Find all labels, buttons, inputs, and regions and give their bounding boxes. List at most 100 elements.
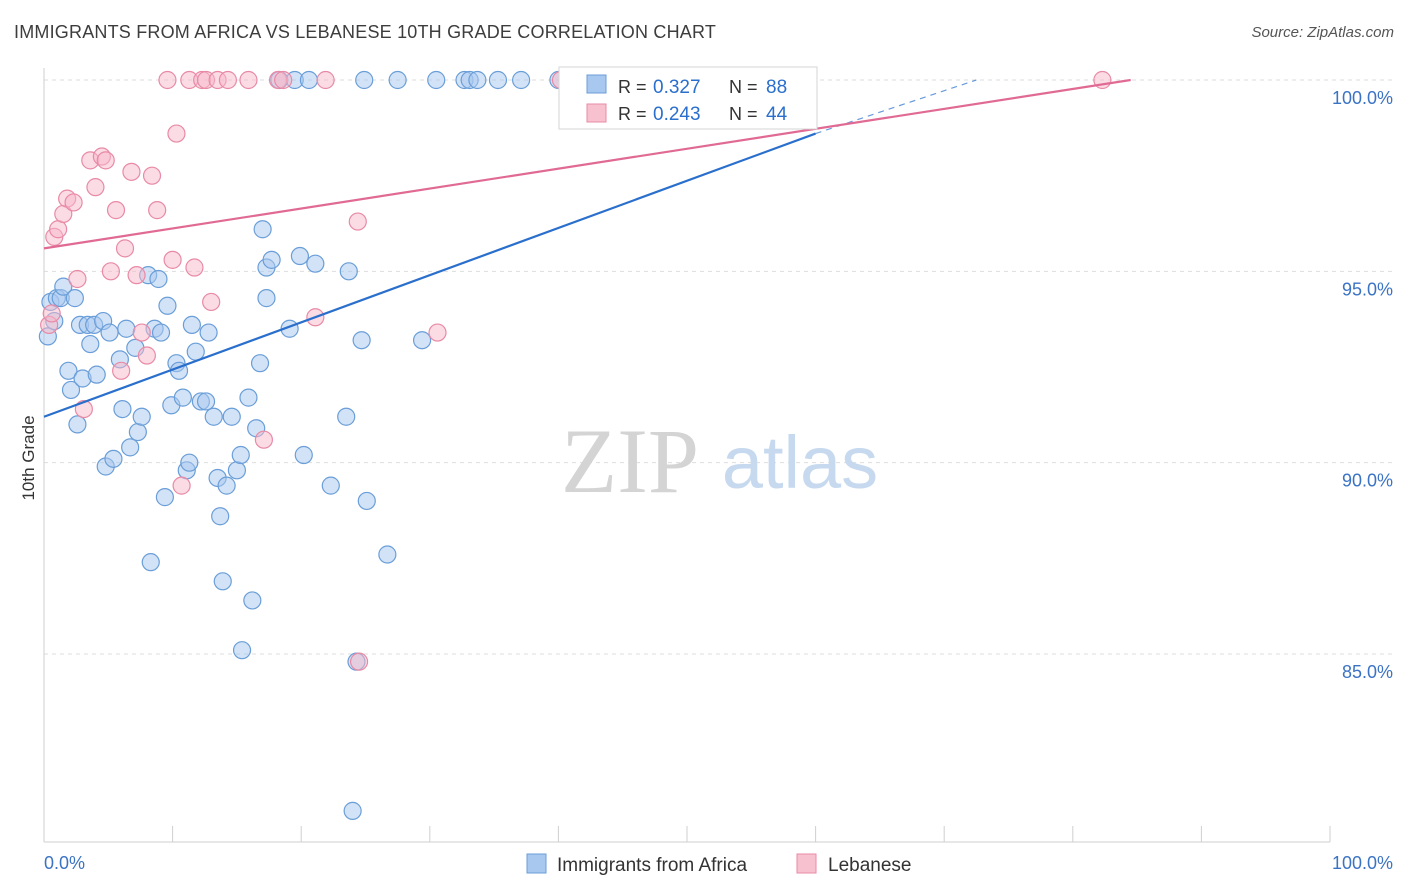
y-tick-label: 95.0% (1342, 279, 1393, 299)
data-point-immigrants-from-africa (149, 269, 168, 289)
data-point-immigrants-from-africa (253, 220, 272, 239)
watermark-atlas: atlas (722, 421, 878, 504)
data-point-lebanese (68, 269, 87, 289)
data-point-immigrants-from-africa (357, 491, 376, 511)
y-axis-label: 10th Grade (19, 415, 38, 500)
data-point-immigrants-from-africa (196, 392, 216, 411)
data-point-immigrants-from-africa (87, 365, 106, 384)
stats-n-value-pink: 44 (766, 104, 788, 125)
stats-n-value-blue: 88 (766, 77, 787, 98)
data-point-immigrants-from-africa (186, 342, 205, 361)
data-point-lebanese (96, 151, 115, 170)
data-point-immigrants-from-africa (65, 289, 84, 308)
data-point-immigrants-from-africa (512, 70, 531, 90)
data-point-lebanese (163, 250, 182, 269)
data-point-immigrants-from-africa (262, 250, 281, 269)
data-point-lebanese (122, 162, 141, 181)
data-point-lebanese (137, 346, 156, 365)
data-point-immigrants-from-africa (321, 476, 340, 495)
data-point-immigrants-from-africa (299, 70, 319, 90)
stats-r-value-pink: 0.243 (653, 104, 701, 125)
data-point-lebanese (172, 476, 191, 495)
data-point-lebanese (167, 124, 186, 143)
data-point-lebanese (64, 193, 83, 212)
data-point-lebanese (142, 166, 162, 185)
data-point-immigrants-from-africa (151, 323, 171, 342)
data-point-immigrants-from-africa (211, 507, 230, 526)
data-point-immigrants-from-africa (412, 331, 432, 350)
data-point-lebanese (106, 201, 126, 220)
y-tick-labels: 100.0% 95.0% 90.0% 85.0% (1332, 88, 1393, 682)
stats-legend: R = 0.327 N = 88 R = 0.243 N = 44 (558, 66, 818, 130)
data-point-immigrants-from-africa (199, 323, 218, 342)
data-point-lebanese (202, 292, 221, 312)
data-point-lebanese (349, 652, 369, 671)
data-point-lebanese (42, 304, 61, 323)
legend-swatch-immigrants-from-africa (526, 853, 547, 874)
data-point-immigrants-from-africa (100, 323, 119, 342)
stats-legend-swatch-pink (586, 103, 607, 123)
grid-lines (44, 79, 1393, 655)
data-point-immigrants-from-africa (54, 277, 73, 296)
data-point-immigrants-from-africa (155, 488, 174, 507)
data-point-immigrants-from-africa (290, 246, 310, 266)
data-point-lebanese (316, 70, 335, 90)
data-point-lebanese (158, 70, 177, 90)
stats-r-value-blue: 0.327 (653, 77, 701, 98)
source-label: Source: ZipAtlas.com (1251, 24, 1394, 41)
legend-label-lebanese: Lebanese (828, 855, 911, 876)
data-point-immigrants-from-africa (355, 70, 374, 90)
data-point-immigrants-from-africa (339, 262, 358, 281)
data-point-lebanese (348, 212, 367, 231)
data-point-lebanese (49, 220, 68, 239)
legend-swatch-lebanese (796, 853, 817, 874)
data-point-lebanese (185, 258, 204, 277)
data-point-lebanese (148, 201, 167, 220)
data-point-immigrants-from-africa (306, 254, 325, 273)
data-point-lebanese (254, 430, 274, 449)
data-point-immigrants-from-africa (378, 545, 397, 564)
x-tick-label-min: 0.0% (44, 853, 85, 873)
data-point-lebanese (218, 70, 237, 90)
data-point-lebanese (274, 70, 293, 90)
data-point-immigrants-from-africa (352, 331, 371, 350)
stats-r-label-pink: R = (618, 104, 647, 124)
x-tick-label-max: 100.0% (1332, 853, 1393, 873)
data-point-lebanese (112, 361, 131, 380)
data-point-immigrants-from-africa (180, 453, 199, 472)
data-point-immigrants-from-africa (117, 319, 136, 338)
watermark: ZIP atlas (561, 410, 878, 512)
stats-legend-swatch-blue (586, 74, 607, 94)
data-point-immigrants-from-africa (141, 553, 160, 572)
data-point-immigrants-from-africa (217, 476, 236, 495)
data-point-lebanese (115, 239, 135, 258)
chart-title: IMMIGRANTS FROM AFRICA VS LEBANESE 10TH … (14, 22, 717, 42)
data-point-immigrants-from-africa (239, 388, 258, 407)
data-point-lebanese (86, 178, 105, 197)
stats-n-label-blue: N = (729, 77, 758, 97)
data-point-immigrants-from-africa (232, 641, 252, 660)
data-point-immigrants-from-africa (337, 407, 356, 426)
data-point-immigrants-from-africa (182, 315, 201, 335)
x-tick-marks (43, 826, 1331, 842)
data-point-immigrants-from-africa (427, 70, 446, 90)
data-point-immigrants-from-africa (343, 801, 362, 820)
data-point-immigrants-from-africa (468, 70, 487, 90)
data-point-immigrants-from-africa (204, 407, 223, 426)
data-point-immigrants-from-africa (213, 572, 232, 591)
series-legend: Immigrants from Africa Lebanese (526, 853, 911, 876)
data-point-immigrants-from-africa (104, 449, 123, 468)
data-point-immigrants-from-africa (294, 445, 313, 465)
data-point-lebanese (428, 323, 447, 342)
data-point-lebanese (127, 266, 146, 285)
watermark-zip: ZIP (561, 410, 699, 512)
data-point-immigrants-from-africa (243, 591, 262, 610)
data-point-immigrants-from-africa (121, 438, 140, 457)
trend-line-immigrants-from-africa (43, 132, 816, 418)
series-immigrants-from-africa-points (38, 70, 607, 820)
data-point-immigrants-from-africa (132, 407, 151, 426)
trend-lines (43, 78, 1131, 418)
data-point-immigrants-from-africa (388, 70, 407, 90)
data-point-immigrants-from-africa (61, 380, 81, 400)
